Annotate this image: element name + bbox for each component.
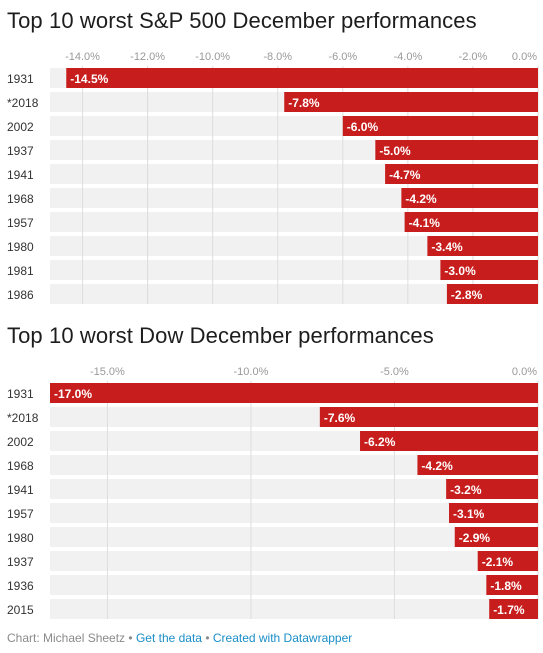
x-tick-label: -14.0% <box>65 51 100 63</box>
bar <box>401 188 538 208</box>
row-background <box>50 599 538 619</box>
category-label: 2002 <box>7 435 34 449</box>
x-tick-label: -10.0% <box>234 366 269 378</box>
bar <box>50 383 538 403</box>
value-label: -3.1% <box>453 507 485 521</box>
value-label: -14.5% <box>70 72 108 86</box>
row-background <box>50 455 538 475</box>
bar <box>417 455 538 475</box>
bar <box>454 527 538 547</box>
value-label: -7.8% <box>288 96 320 110</box>
category-label: 1968 <box>7 459 34 473</box>
value-label: -3.4% <box>431 240 463 254</box>
bar <box>477 551 538 571</box>
row-background <box>50 503 538 523</box>
category-label: 1936 <box>7 579 34 593</box>
footer: Chart: Michael Sheetz • Get the data • C… <box>7 631 352 645</box>
value-label: -4.1% <box>409 216 441 230</box>
bar <box>446 479 538 499</box>
bar <box>385 164 538 184</box>
chart-title-sp500: Top 10 worst S&P 500 December performanc… <box>7 8 477 33</box>
category-label: 1931 <box>7 387 34 401</box>
value-label: -17.0% <box>54 387 92 401</box>
row-background <box>50 575 538 595</box>
category-label: 1941 <box>7 483 34 497</box>
value-label: -4.7% <box>389 168 421 182</box>
footer-separator: • <box>201 631 213 645</box>
footer-credit: Chart: Michael Sheetz <box>7 631 126 645</box>
value-label: -2.1% <box>482 555 514 569</box>
value-label: -4.2% <box>421 459 453 473</box>
x-tick-label: -5.0% <box>380 366 409 378</box>
value-label: -2.8% <box>451 288 483 302</box>
row-background <box>50 236 538 256</box>
row-background <box>50 551 538 571</box>
value-label: -1.7% <box>493 603 525 617</box>
category-label: 1980 <box>7 531 34 545</box>
bar <box>375 140 538 160</box>
value-label: -6.2% <box>364 435 396 449</box>
category-label: 1937 <box>7 555 34 569</box>
bar-chart-sp500: -14.0% -12.0% -10.0% -8.0% -6.0% -4.0% -2.0% 0.… <box>7 51 539 304</box>
bar <box>342 116 538 136</box>
category-label: 1968 <box>7 192 34 206</box>
category-label: 2002 <box>7 120 34 134</box>
bar-chart-dow: -15.0% -10.0% -5.0% 0.0% 1931 -17.0% *2018 -7.6… <box>7 366 539 619</box>
value-label: -5.0% <box>379 144 411 158</box>
category-label: 1986 <box>7 288 34 302</box>
row-background <box>50 479 538 499</box>
get-data-link[interactable]: Get the data <box>135 631 202 645</box>
bar <box>449 503 538 523</box>
bar <box>66 68 539 88</box>
category-label: 1941 <box>7 168 34 182</box>
category-label: *2018 <box>7 96 39 110</box>
value-label: -3.2% <box>450 483 482 497</box>
category-label: *2018 <box>7 411 39 425</box>
row-background <box>50 527 538 547</box>
value-label: -7.6% <box>324 411 356 425</box>
footer-separator: • <box>125 631 136 645</box>
value-label: -3.0% <box>444 264 476 278</box>
x-tick-label: 0.0% <box>512 51 537 63</box>
x-tick-label: -8.0% <box>263 51 292 63</box>
value-label: -1.8% <box>490 579 522 593</box>
row-background <box>50 284 538 304</box>
datawrapper-link[interactable]: Created with Datawrapper <box>212 631 353 645</box>
bar <box>440 260 538 280</box>
x-tick-label: -2.0% <box>459 51 488 63</box>
chart-title-dow: Top 10 worst Dow December performances <box>7 323 434 348</box>
bar <box>427 236 538 256</box>
category-label: 2015 <box>7 603 34 617</box>
category-label: 1980 <box>7 240 34 254</box>
category-label: 1957 <box>7 216 34 230</box>
x-tick-label: -12.0% <box>130 51 165 63</box>
category-label: 1957 <box>7 507 34 521</box>
x-tick-label: 0.0% <box>512 366 537 378</box>
x-tick-label: -6.0% <box>328 51 357 63</box>
value-label: -6.0% <box>347 120 379 134</box>
value-label: -2.9% <box>459 531 491 545</box>
bar <box>360 431 538 451</box>
bar <box>486 575 538 595</box>
bar <box>319 407 538 427</box>
bar <box>284 92 538 112</box>
x-tick-label: -15.0% <box>90 366 125 378</box>
row-background <box>50 260 538 280</box>
category-label: 1981 <box>7 264 34 278</box>
value-label: -4.2% <box>405 192 437 206</box>
bar <box>404 212 538 232</box>
category-label: 1937 <box>7 144 34 158</box>
x-tick-label: -4.0% <box>393 51 422 63</box>
bar <box>446 284 538 304</box>
category-label: 1931 <box>7 72 34 86</box>
x-tick-label: -10.0% <box>195 51 230 63</box>
bar <box>489 599 538 619</box>
